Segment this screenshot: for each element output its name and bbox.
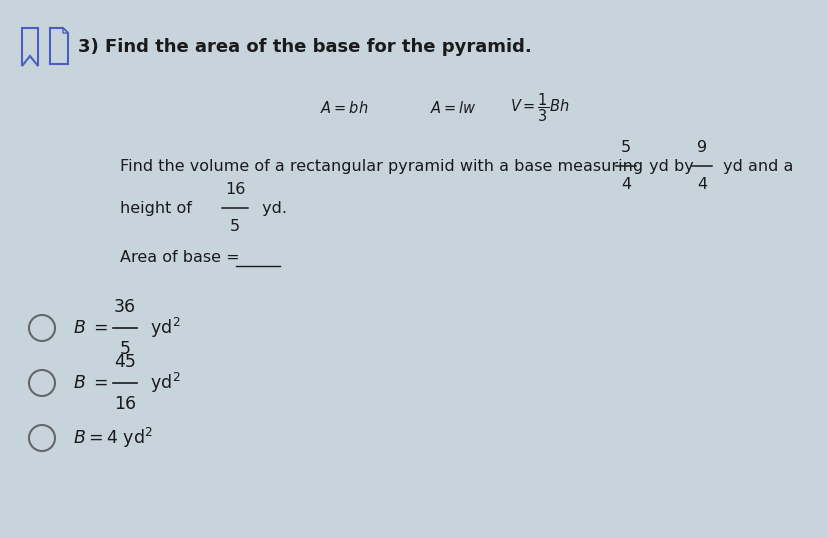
Text: height of: height of [120, 201, 192, 216]
Text: 3) Find the area of the base for the pyramid.: 3) Find the area of the base for the pyr… [78, 38, 532, 56]
Text: $A = lw$: $A = lw$ [430, 100, 477, 116]
Text: 4: 4 [697, 177, 707, 192]
Text: Find the volume of a rectangular pyramid with a base measuring: Find the volume of a rectangular pyramid… [120, 159, 643, 173]
Text: 36: 36 [114, 298, 136, 316]
Text: 45: 45 [114, 353, 136, 371]
Text: 9: 9 [697, 140, 707, 155]
Text: 16: 16 [225, 182, 245, 197]
Text: 5: 5 [119, 340, 131, 358]
Text: 4: 4 [621, 177, 631, 192]
Text: 16: 16 [114, 395, 136, 413]
Text: $B = 4\ \mathrm{yd}^2$: $B = 4\ \mathrm{yd}^2$ [73, 426, 153, 450]
Text: Area of base =: Area of base = [120, 251, 245, 265]
Text: $V = \dfrac{1}{3}Bh$: $V = \dfrac{1}{3}Bh$ [510, 91, 570, 124]
Text: 5: 5 [621, 140, 631, 155]
Text: $A = bh$: $A = bh$ [320, 100, 368, 116]
Text: 5: 5 [230, 219, 240, 234]
Text: yd by: yd by [644, 159, 699, 173]
Text: $B\ =$: $B\ =$ [73, 319, 108, 337]
Text: yd.: yd. [257, 201, 287, 216]
Text: yd$^2$: yd$^2$ [145, 371, 180, 395]
Text: $B\ =$: $B\ =$ [73, 374, 108, 392]
Polygon shape [63, 28, 68, 33]
Text: yd and a: yd and a [718, 159, 793, 173]
Text: yd$^2$: yd$^2$ [145, 316, 180, 340]
